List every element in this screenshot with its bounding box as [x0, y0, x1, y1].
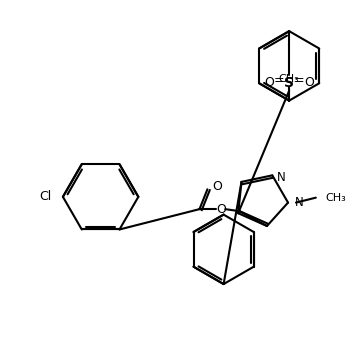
Text: O: O: [212, 180, 222, 193]
Text: N: N: [277, 171, 286, 184]
Text: CH₃: CH₃: [326, 193, 347, 203]
Text: CH₃: CH₃: [279, 74, 300, 84]
Text: O: O: [216, 203, 226, 216]
Text: N: N: [295, 196, 304, 209]
Text: Cl: Cl: [39, 190, 51, 203]
Text: O: O: [264, 76, 274, 89]
Text: S: S: [284, 76, 294, 90]
Text: =: =: [274, 74, 285, 87]
Text: O: O: [304, 76, 314, 89]
Text: =: =: [294, 74, 304, 87]
